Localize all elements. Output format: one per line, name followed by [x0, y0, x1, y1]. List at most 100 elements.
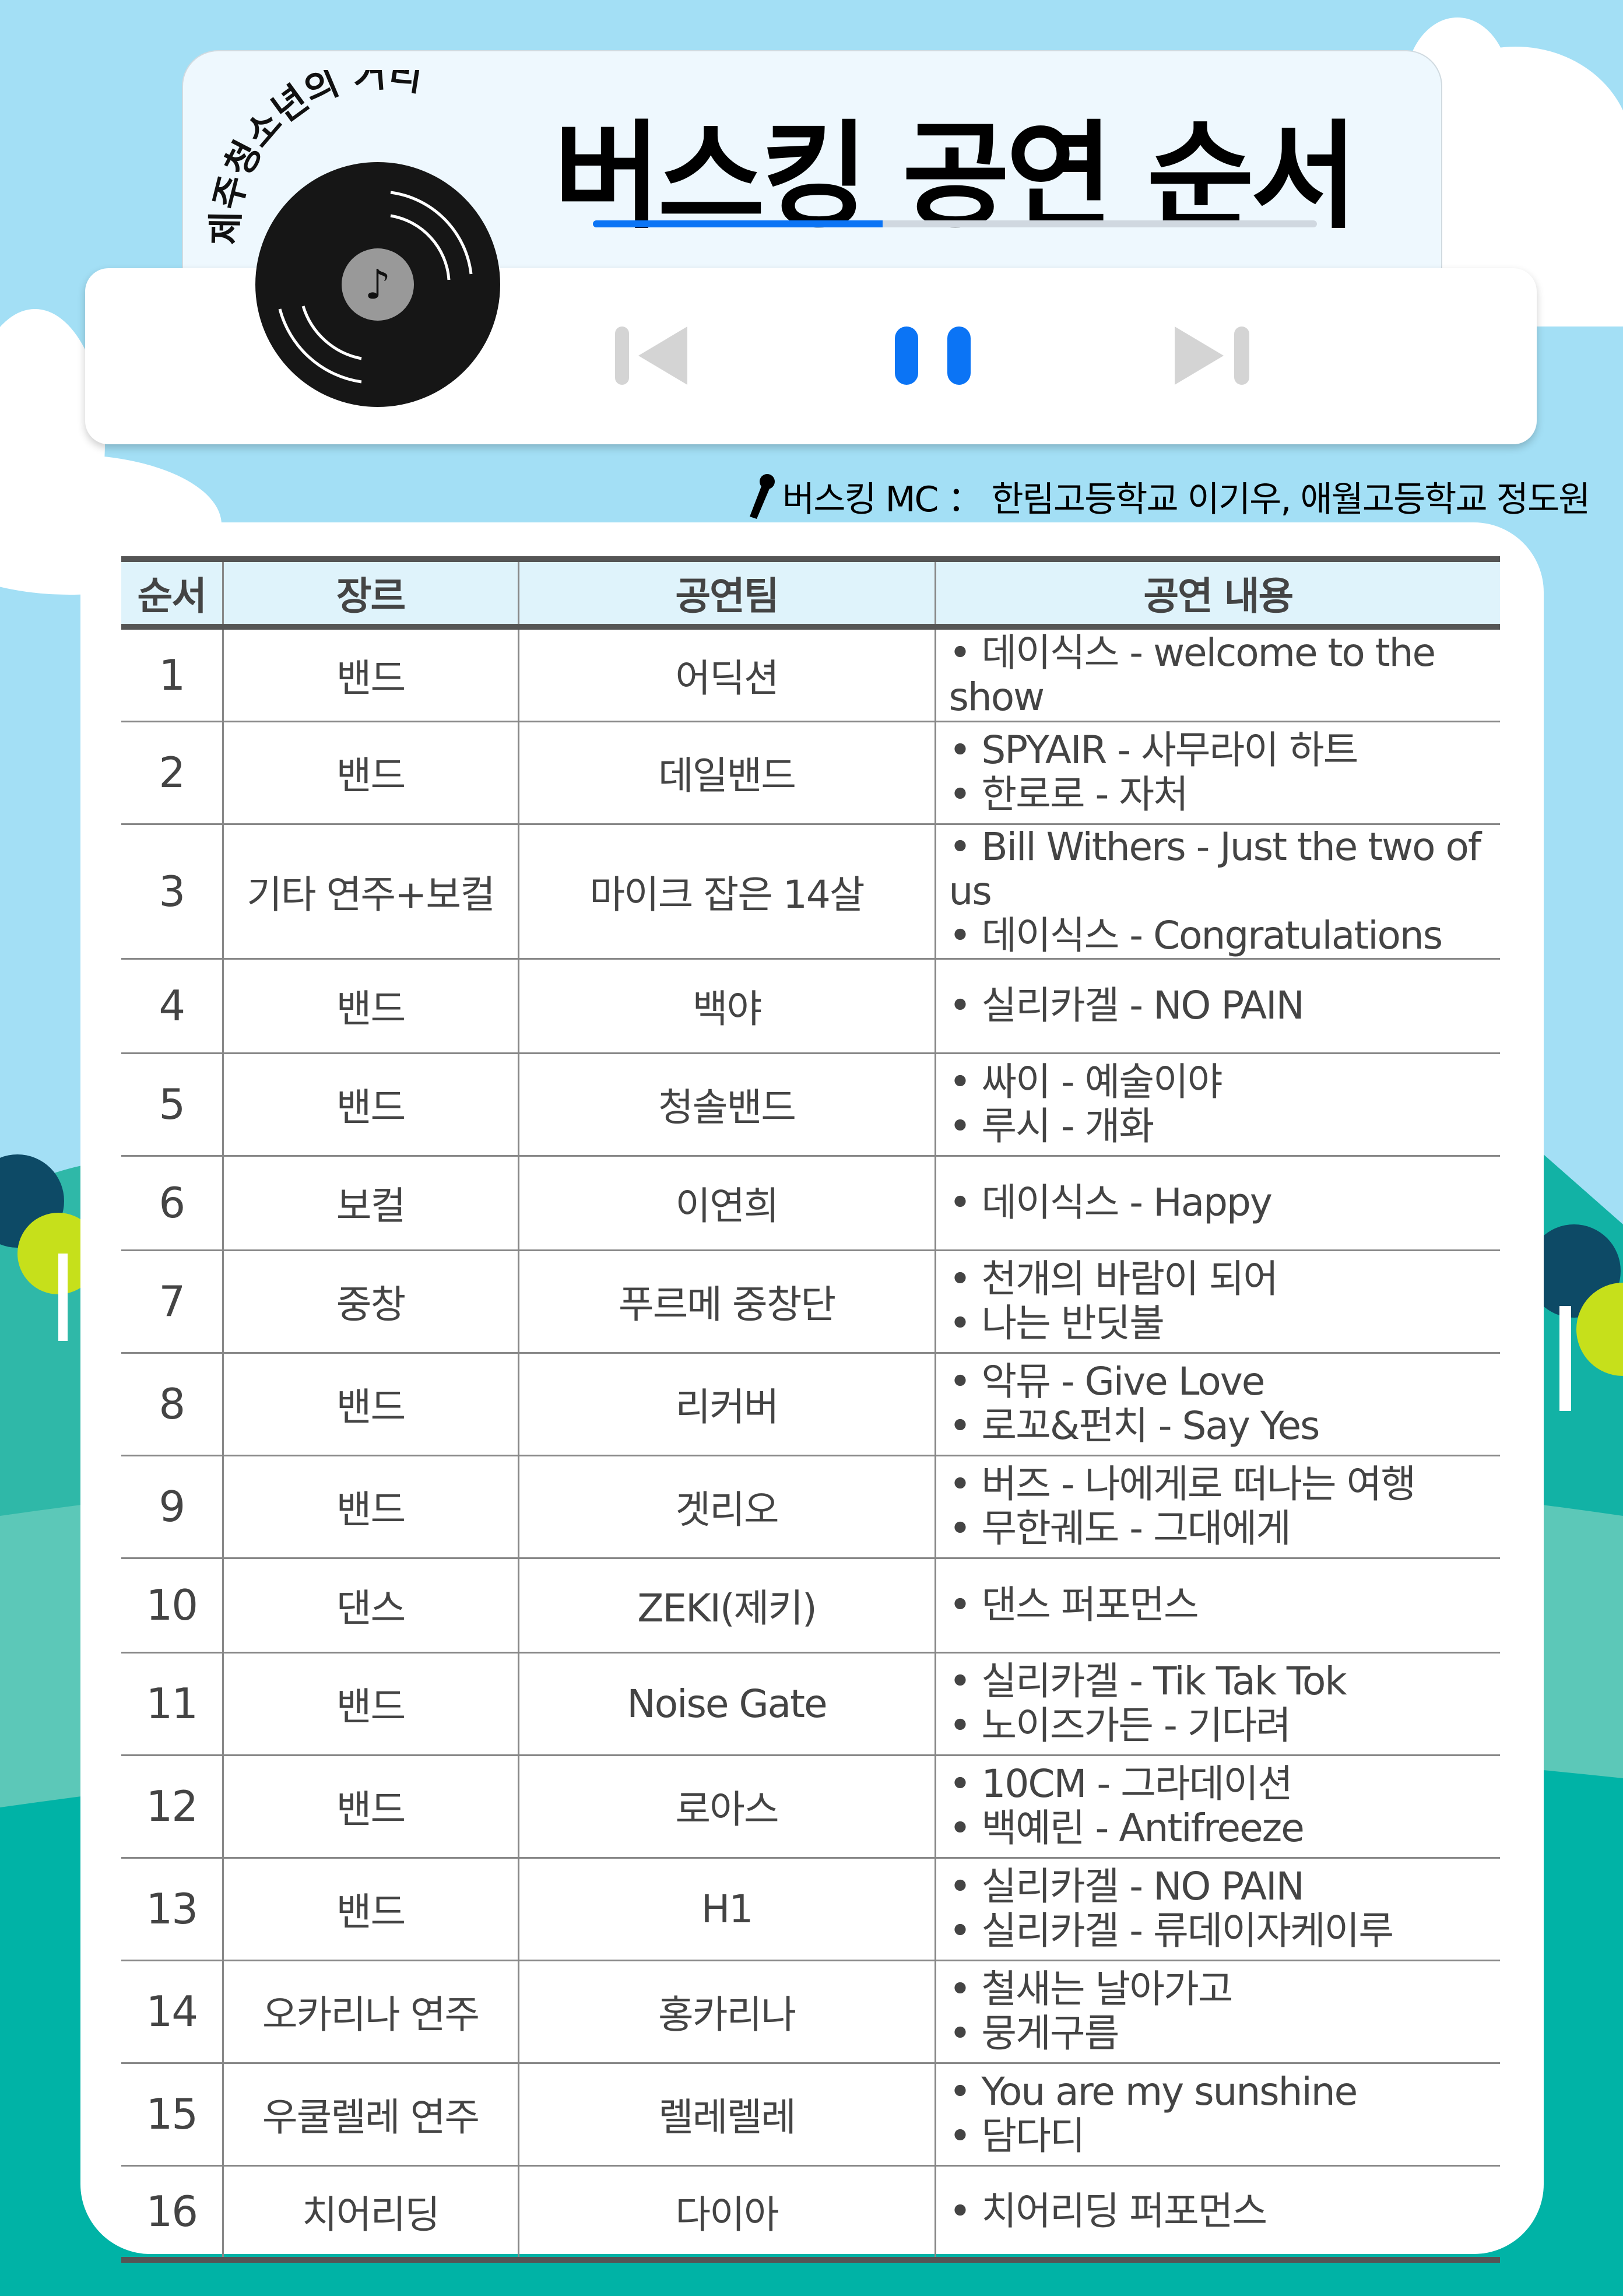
team-cell: 데일밴드	[517, 721, 935, 825]
song-item: • SPYAIR - 사무라이 하트	[948, 728, 1359, 773]
team-cell: H1	[517, 1858, 935, 1961]
team-cell: 푸르메 중창단	[517, 1250, 935, 1354]
skip-previous-icon[interactable]	[615, 327, 691, 385]
team-cell: 다이아	[517, 2165, 935, 2263]
order-cell: 7	[121, 1250, 223, 1354]
vinyl-record-icon: ♪	[255, 162, 500, 407]
genre-cell: 밴드	[222, 1353, 518, 1456]
genre-cell: 밴드	[222, 959, 518, 1054]
content-cell: • 악뮤 - Give Love • 로꼬&펀치 - Say Yes	[934, 1353, 1500, 1456]
order-cell: 1	[121, 627, 223, 722]
order-cell: 16	[121, 2165, 223, 2263]
content-cell: • 싸이 - 예술이야 • 루시 - 개화	[934, 1053, 1500, 1157]
header-genre: 장르	[222, 559, 518, 628]
order-cell: 6	[121, 1156, 223, 1251]
song-item: • 치어리딩 퍼포먼스	[948, 2189, 1268, 2234]
skip-next-icon[interactable]	[1175, 327, 1250, 385]
team-cell: 겟리오	[517, 1455, 935, 1559]
song-item: • 노이즈가든 - 기다려	[948, 1703, 1291, 1748]
tree	[0, 1154, 1623, 1411]
order-cell: 13	[121, 1858, 223, 1961]
genre-cell: 기타 연주+보컬	[222, 824, 518, 960]
order-cell: 9	[121, 1455, 223, 1559]
team-cell: 로아스	[517, 1755, 935, 1859]
song-item: • 실리카겔 - 류데이자케이루	[948, 1908, 1394, 1953]
music-note-icon: ♪	[365, 261, 391, 308]
content-cell: • Bill Withers - Just the two of us • 데이식…	[934, 824, 1500, 960]
progress-bar	[593, 220, 1317, 227]
song-item: • 댄스 퍼포먼스	[948, 1582, 1199, 1627]
table-row: 16 치어리딩 다이아 • 치어리딩 퍼포먼스	[121, 2165, 1500, 2263]
order-cell: 15	[121, 2063, 223, 2167]
song-item: • 악뮤 - Give Love	[948, 1359, 1266, 1404]
genre-cell: 보컬	[222, 1156, 518, 1251]
content-cell: • 철새는 날아가고 • 뭉게구름	[934, 1960, 1500, 2064]
header-content: 공연 내용	[934, 559, 1500, 628]
table-row: 4 밴드 백야 • 실리카겔 - NO PAIN	[121, 959, 1500, 1054]
team-cell: 홍카리나	[517, 1960, 935, 2064]
table-row: 7 중창 푸르메 중창단 • 천개의 바람이 되어 • 나는 반딧불	[121, 1250, 1500, 1354]
team-cell: 백야	[517, 959, 935, 1054]
team-cell: 청솔밴드	[517, 1053, 935, 1157]
song-item: • Bill Withers - Just the two of us	[948, 824, 1482, 914]
table-row: 12 밴드 로아스 • 10CM - 그라데이션 • 백예린 - Antifreeze	[121, 1755, 1500, 1859]
table-row: 14 오카리나 연주 홍카리나 • 철새는 날아가고 • 뭉게구름	[121, 1960, 1500, 2064]
content-cell: • 실리카겔 - NO PAIN • 실리카겔 - 류데이자케이루	[934, 1858, 1500, 1961]
team-cell: 이연희	[517, 1156, 935, 1251]
order-cell: 8	[121, 1353, 223, 1456]
team-cell: 렐레렐레	[517, 2063, 935, 2167]
song-item: • 담다디	[948, 2114, 1085, 2158]
song-item: • 철새는 날아가고	[948, 1967, 1234, 2011]
header-order: 순서	[121, 559, 223, 628]
content-cell: • 실리카겔 - Tik Tak Tok • 노이즈가든 - 기다려	[934, 1652, 1500, 1756]
song-item: • 버즈 - 나에게로 떠나는 여행	[948, 1462, 1417, 1507]
order-cell: 12	[121, 1755, 223, 1859]
genre-cell: 댄스	[222, 1558, 518, 1653]
genre-cell: 밴드	[222, 721, 518, 825]
content-cell: • 천개의 바람이 되어 • 나는 반딧불	[934, 1250, 1500, 1354]
genre-cell: 밴드	[222, 1858, 518, 1961]
table-header-row: 순서 장르 공연팀 공연 내용	[121, 559, 1500, 628]
song-item: • 데이식스 - welcome to the show	[948, 630, 1436, 719]
genre-cell: 밴드	[222, 1755, 518, 1859]
song-item: • 데이식스 - Happy	[948, 1180, 1273, 1225]
table-row: 8 밴드 리커버 • 악뮤 - Give Love • 로꼬&펀치 - Say Yes	[121, 1353, 1500, 1456]
song-item: • 싸이 - 예술이야	[948, 1059, 1223, 1104]
table-row: 9 밴드 겟리오 • 버즈 - 나에게로 떠나는 여행 • 무한궤도 - 그대에게	[121, 1455, 1500, 1559]
table-row: 1 밴드 어딕션 • 데이식스 - welcome to the show	[121, 627, 1500, 722]
table-row: 5 밴드 청솔밴드 • 싸이 - 예술이야 • 루시 - 개화	[121, 1053, 1500, 1157]
song-item: • 실리카겔 - NO PAIN	[948, 983, 1305, 1028]
content-cell: • 데이식스 - welcome to the show	[934, 627, 1500, 722]
content-cell: • 실리카겔 - NO PAIN	[934, 959, 1500, 1054]
microphone-icon	[750, 473, 775, 519]
order-cell: 5	[121, 1053, 223, 1157]
genre-cell: 밴드	[222, 1455, 518, 1559]
table-row: 10 댄스 ZEKI(제키) • 댄스 퍼포먼스	[121, 1558, 1500, 1653]
song-item: • 한로로 - 자처	[948, 772, 1189, 817]
content-cell: • SPYAIR - 사무라이 하트 • 한로로 - 자처	[934, 721, 1500, 825]
content-cell: • 10CM - 그라데이션 • 백예린 - Antifreeze	[934, 1755, 1500, 1859]
genre-cell: 치어리딩	[222, 2165, 518, 2263]
content-cell: • You are my sunshine • 담다디	[934, 2063, 1500, 2167]
song-item: • 천개의 바람이 되어	[948, 1256, 1279, 1301]
table-row: 11 밴드 Noise Gate • 실리카겔 - Tik Tak Tok • 노이즈가…	[121, 1652, 1500, 1756]
header-team: 공연팀	[517, 559, 935, 628]
content-cell: • 댄스 퍼포먼스	[934, 1558, 1500, 1653]
song-item: • 실리카겔 - NO PAIN	[948, 1864, 1305, 1909]
song-item: • 백예린 - Antifreeze	[948, 1806, 1305, 1851]
genre-cell: 오카리나 연주	[222, 1960, 518, 2064]
song-item: • 루시 - 개화	[948, 1104, 1155, 1149]
song-item: • 로꼬&펀치 - Say Yes	[948, 1403, 1320, 1448]
pause-icon[interactable]	[895, 327, 971, 385]
team-cell: ZEKI(제키)	[517, 1558, 935, 1653]
order-cell: 2	[121, 721, 223, 825]
order-cell: 4	[121, 959, 223, 1054]
table-row: 3 기타 연주+보컬 마이크 잡은 14살 • Bill Withers - Just…	[121, 824, 1500, 960]
mc-info: 버스킹 MC ： 한림고등학교 이기우, 애월고등학교 정도원	[746, 471, 1590, 522]
genre-cell: 밴드	[222, 1053, 518, 1157]
order-cell: 3	[121, 824, 223, 960]
order-cell: 14	[121, 1960, 223, 2064]
mc-text: 버스킹 MC ： 한림고등학교 이기우, 애월고등학교 정도원	[782, 479, 1590, 520]
team-cell: 어딕션	[517, 627, 935, 722]
genre-cell: 우쿨렐레 연주	[222, 2063, 518, 2167]
